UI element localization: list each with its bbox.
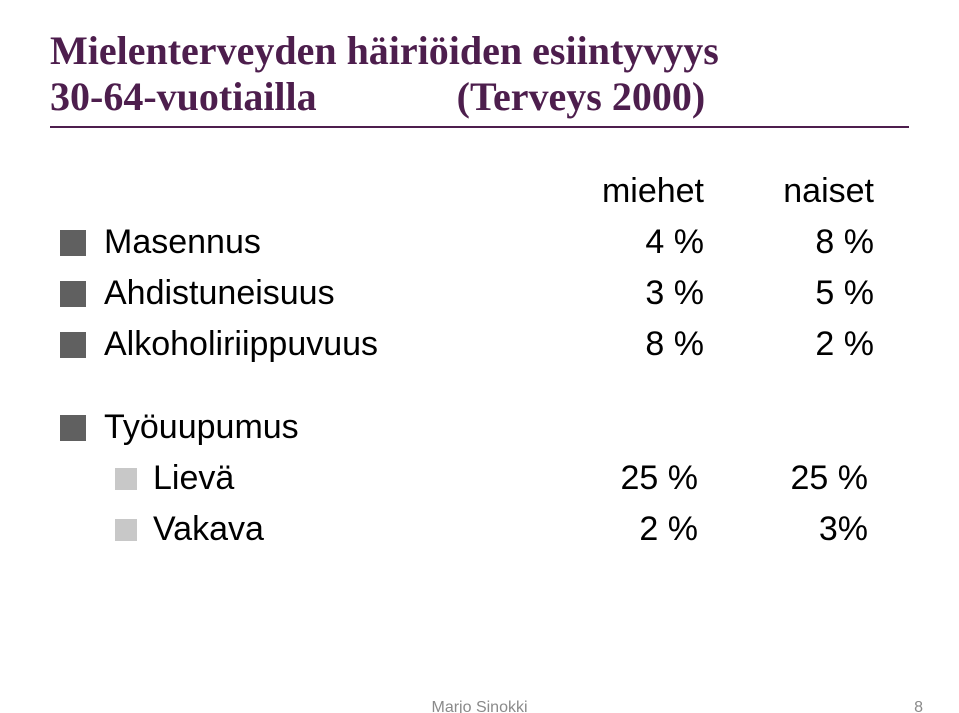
table-row: Ahdistuneisuus 3 % 5 % <box>60 268 909 319</box>
title-block: Mielenterveyden häiriöiden esiintyvyys 3… <box>50 28 909 120</box>
table-row: Vakava 2 % 3% <box>115 504 909 555</box>
header-col-1: miehet <box>534 166 704 217</box>
row-val-2: 5 % <box>704 268 874 319</box>
bullet-icon <box>60 281 86 307</box>
header-col-2: naiset <box>704 166 874 217</box>
title-line-2-right: (Terveys 2000) <box>457 74 705 120</box>
title-line-2-left: 30-64-vuotiailla <box>50 74 317 120</box>
title-line-1: Mielenterveyden häiriöiden esiintyvyys <box>50 28 909 74</box>
row-label: Masennus <box>104 217 534 268</box>
row-val-2: 25 % <box>698 453 868 504</box>
row-val-1: 2 % <box>528 504 698 555</box>
row-label: Lievä <box>153 453 528 504</box>
footer-author: Marjo Sinokki <box>431 699 527 713</box>
slide: Mielenterveyden häiriöiden esiintyvyys 3… <box>0 0 959 713</box>
bullet-icon <box>60 415 86 441</box>
group-label: Työuupumus <box>104 402 534 453</box>
row-val-1: 4 % <box>534 217 704 268</box>
sub-list: Lievä 25 % 25 % Vakava 2 % 3% <box>60 453 909 555</box>
footer-page: 8 <box>914 699 923 713</box>
bullet-icon <box>115 519 137 541</box>
row-label: Vakava <box>153 504 528 555</box>
bullet-icon <box>115 468 137 490</box>
table-row: Lievä 25 % 25 % <box>115 453 909 504</box>
row-val-1: 3 % <box>534 268 704 319</box>
table-row: Masennus 4 % 8 % <box>60 217 909 268</box>
row-label: Alkoholiriippuvuus <box>104 319 534 370</box>
title-line-2: 30-64-vuotiailla (Terveys 2000) <box>50 74 909 120</box>
row-val-1: 8 % <box>534 319 704 370</box>
bullet-icon <box>60 332 86 358</box>
row-label: Ahdistuneisuus <box>104 268 534 319</box>
header-row: miehet naiset <box>60 166 909 217</box>
group-row: Työuupumus <box>60 402 909 453</box>
table-row: Alkoholiriippuvuus 8 % 2 % <box>60 319 909 370</box>
bullet-icon <box>60 230 86 256</box>
row-val-2: 2 % <box>704 319 874 370</box>
content: miehet naiset Masennus 4 % 8 % Ahdistune… <box>50 142 909 555</box>
row-val-2: 3% <box>698 504 868 555</box>
row-val-2: 8 % <box>704 217 874 268</box>
row-val-1: 25 % <box>528 453 698 504</box>
title-rule <box>50 126 909 128</box>
